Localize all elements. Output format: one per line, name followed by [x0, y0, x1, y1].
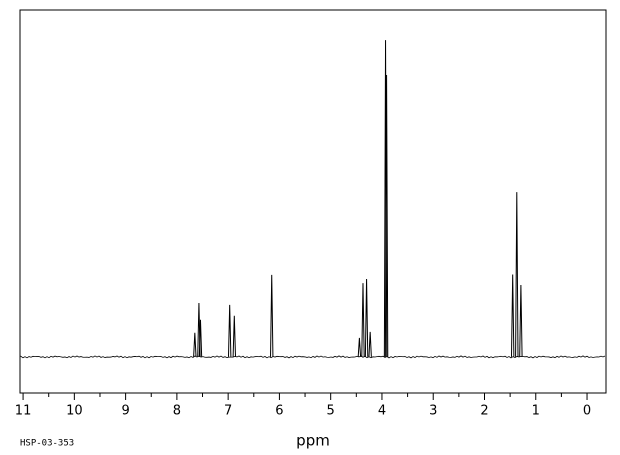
x-tick-label: 1: [532, 404, 540, 419]
peak: [364, 278, 369, 357]
peak: [270, 274, 274, 357]
x-tick-label: 0: [583, 404, 591, 419]
peak: [510, 274, 515, 357]
peak: [368, 331, 372, 357]
peak: [193, 332, 197, 357]
baseline: [20, 355, 606, 359]
x-tick-label: 5: [327, 404, 335, 419]
x-tick-label: 4: [378, 404, 386, 419]
peak: [384, 74, 389, 357]
peak: [519, 284, 523, 357]
x-tick-label: 10: [66, 404, 83, 419]
x-tick-label: 11: [15, 404, 32, 419]
peak: [357, 337, 362, 357]
peak: [232, 315, 237, 357]
x-tick-label: 9: [121, 404, 129, 419]
x-tick-label: 6: [275, 404, 283, 419]
peak: [227, 304, 232, 357]
plot-frame: [19, 9, 607, 394]
peak: [198, 319, 203, 357]
x-tick-label: 3: [429, 404, 437, 419]
peak: [361, 283, 365, 357]
peak: [515, 192, 519, 357]
peak: [383, 40, 388, 357]
x-axis-label: ppm: [296, 432, 330, 450]
x-tick-label: 7: [224, 404, 232, 419]
x-tick-label: 2: [480, 404, 488, 419]
footnote: HSP-03-353: [20, 439, 74, 449]
x-tick-label: 8: [173, 404, 181, 419]
